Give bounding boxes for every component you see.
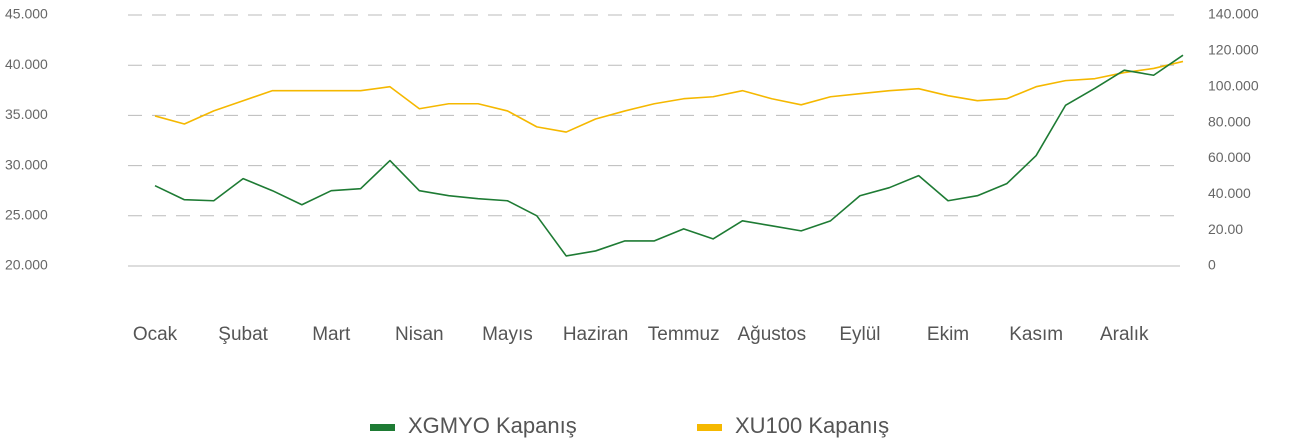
y-tick-label: 25.000	[5, 207, 48, 223]
x-tick-label: Ekim	[927, 324, 969, 345]
x-tick-label: Mart	[312, 324, 351, 345]
x-tick-label: Mayıs	[482, 324, 533, 345]
y-tick-label: 20.000	[5, 257, 48, 273]
series-line	[154, 54, 1184, 257]
y2-tick-label: 40.000	[1208, 185, 1251, 201]
y2-tick-label: 0	[1208, 257, 1216, 273]
x-tick-label: Haziran	[563, 324, 628, 345]
y2-tick-label: 20.00	[1208, 221, 1243, 237]
y2-tick-label: 60.000	[1208, 149, 1251, 165]
x-tick-label: Nisan	[395, 324, 444, 345]
y2-tick-label: 120.000	[1208, 42, 1259, 58]
x-tick-label: Aralık	[1100, 324, 1149, 345]
legend-swatch	[697, 424, 722, 431]
y2-tick-label: 140.000	[1208, 6, 1259, 22]
legend-label: XGMYO Kapanış	[408, 413, 577, 438]
x-tick-label: Ağustos	[737, 324, 806, 345]
x-tick-label: Ocak	[133, 324, 178, 345]
x-tick-label: Eylül	[839, 324, 880, 345]
y2-tick-label: 100.000	[1208, 77, 1259, 93]
y-tick-label: 40.000	[5, 56, 48, 72]
legend-swatch	[370, 424, 395, 431]
y-tick-label: 45.000	[5, 6, 48, 22]
x-tick-label: Kasım	[1009, 324, 1063, 345]
series-line	[154, 60, 1184, 133]
legend-label: XU100 Kapanış	[735, 413, 889, 438]
y2-tick-label: 80.000	[1208, 113, 1251, 129]
y-tick-label: 35.000	[5, 106, 48, 122]
y-tick-label: 30.000	[5, 156, 48, 172]
x-tick-label: Şubat	[218, 324, 268, 345]
x-tick-label: Temmuz	[648, 324, 720, 345]
